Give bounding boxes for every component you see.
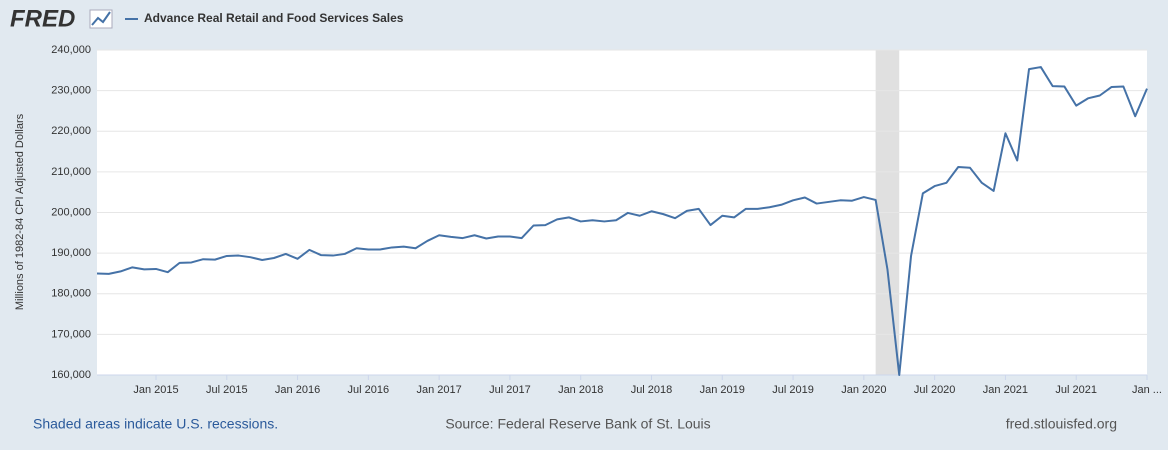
y-tick-label: 170,000 — [51, 328, 91, 340]
x-tick-label: Jan 2015 — [133, 384, 178, 396]
y-tick-label: 230,000 — [51, 85, 91, 97]
x-tick-label: Jan 2021 — [983, 384, 1028, 396]
logo-icon — [89, 9, 113, 29]
x-tick-label: Jul 2016 — [348, 384, 390, 396]
x-tick-label: Jul 2015 — [206, 384, 248, 396]
x-tick-label: Jan ... — [1132, 384, 1162, 396]
site-link[interactable]: fred.stlouisfed.org — [1006, 416, 1117, 432]
source: Source: Federal Reserve Bank of St. Loui… — [445, 416, 710, 432]
y-axis-label: Millions of 1982-84 CPI Adjusted Dollars — [14, 113, 26, 310]
x-tick-label: Jul 2018 — [631, 384, 673, 396]
x-tick-label: Jul 2020 — [914, 384, 956, 396]
x-tick-label: Jul 2019 — [772, 384, 814, 396]
recession-note[interactable]: Shaded areas indicate U.S. recessions. — [33, 416, 278, 432]
x-tick-label: Jul 2017 — [489, 384, 531, 396]
y-tick-label: 200,000 — [51, 206, 91, 218]
x-tick-label: Jan 2020 — [841, 384, 886, 396]
y-tick-label: 240,000 — [51, 44, 91, 56]
y-tick-label: 210,000 — [51, 166, 91, 178]
y-tick-label: 160,000 — [51, 369, 91, 381]
x-tick-label: Jan 2017 — [417, 384, 462, 396]
y-tick-label: 190,000 — [51, 247, 91, 259]
y-tick-label: 220,000 — [51, 125, 91, 137]
x-tick-label: Jan 2016 — [275, 384, 320, 396]
logo: FRED — [10, 5, 75, 32]
legend-label: Advance Real Retail and Food Services Sa… — [144, 11, 404, 25]
x-tick-label: Jul 2021 — [1055, 384, 1097, 396]
x-tick-label: Jan 2019 — [700, 384, 745, 396]
series-line — [96, 66, 1148, 376]
y-tick-label: 180,000 — [51, 288, 91, 300]
x-tick-label: Jan 2018 — [558, 384, 603, 396]
